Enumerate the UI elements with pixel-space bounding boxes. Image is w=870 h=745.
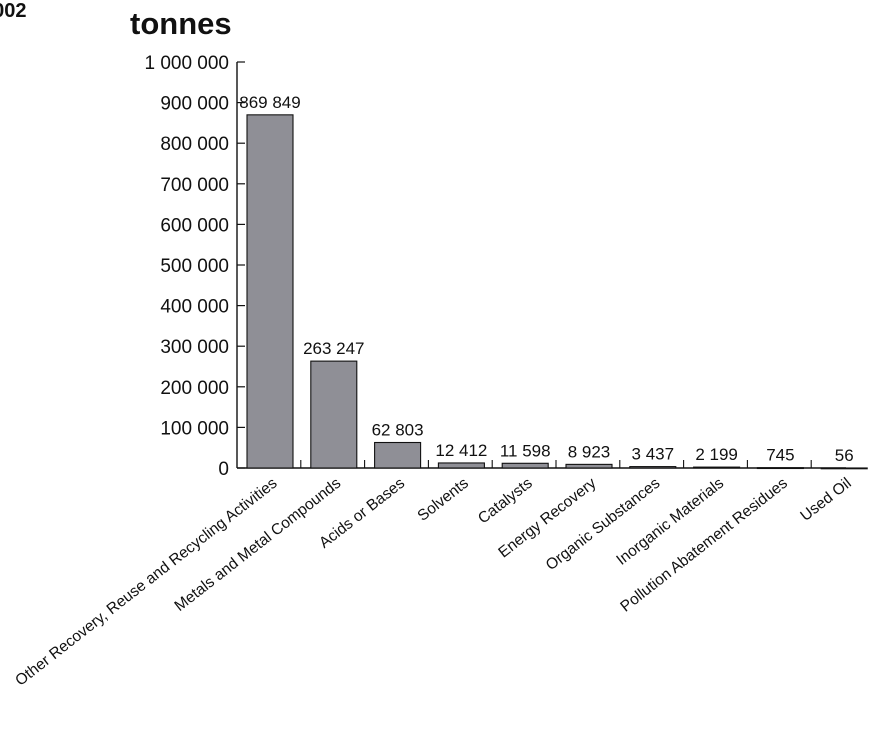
y-axis-tick-label: 800 000 — [160, 134, 229, 155]
bar — [374, 441, 422, 469]
bar — [310, 360, 358, 469]
y-axis-tick-label: 700 000 — [160, 175, 229, 196]
bar — [565, 463, 613, 469]
y-axis-tick-label: 500 000 — [160, 256, 229, 277]
x-axis-category-label: Catalysts — [475, 475, 536, 528]
bar — [629, 466, 677, 469]
bar — [756, 467, 804, 470]
y-axis-tick-label: 100 000 — [160, 418, 229, 439]
x-axis-category-label: Organic Substances — [543, 475, 664, 574]
bar-value-label: 745 — [766, 446, 794, 465]
y-axis-tick-label: 900 000 — [160, 94, 229, 115]
y-axis-tick-label: 600 000 — [160, 215, 229, 236]
x-axis-category-label: Used Oil — [797, 475, 854, 525]
bar — [693, 466, 741, 469]
x-axis-category-label: Other Recovery, Reuse and Recycling Acti… — [12, 475, 280, 690]
bar — [820, 467, 868, 470]
bar-value-label: 2 199 — [695, 445, 738, 464]
bar-value-label: 56 — [835, 446, 854, 465]
bar — [246, 114, 294, 469]
bar-value-label: 12 412 — [435, 441, 487, 460]
y-axis-unit-label: tonnes — [130, 6, 232, 41]
bar — [501, 462, 549, 469]
bar-value-label: 8 923 — [568, 442, 611, 461]
y-axis-tick-label: 1 000 000 — [144, 53, 229, 74]
chart-layer: 2002 tonnes 0 100 000 200 000 300 000 400 000 5… — [0, 0, 868, 690]
bar-value-label: 11 598 — [500, 441, 551, 460]
y-axis-tick-label: 400 000 — [160, 297, 229, 318]
bar — [437, 462, 485, 469]
bar-value-label: 263 247 — [303, 339, 364, 358]
x-axis-category-label: Solvents — [415, 475, 473, 525]
corner-text: 2002 — [0, 0, 27, 22]
y-axis-tick-label: 300 000 — [160, 337, 229, 358]
bar-value-label: 62 803 — [372, 421, 424, 440]
x-axis-category-label: Inorganic Materials — [613, 475, 727, 569]
y-axis-tick-label: 0 — [218, 459, 229, 480]
bar-value-label: 3 437 — [632, 445, 675, 464]
y-axis-tick-label: 200 000 — [160, 378, 229, 399]
bar-value-label: 869 849 — [239, 93, 300, 112]
